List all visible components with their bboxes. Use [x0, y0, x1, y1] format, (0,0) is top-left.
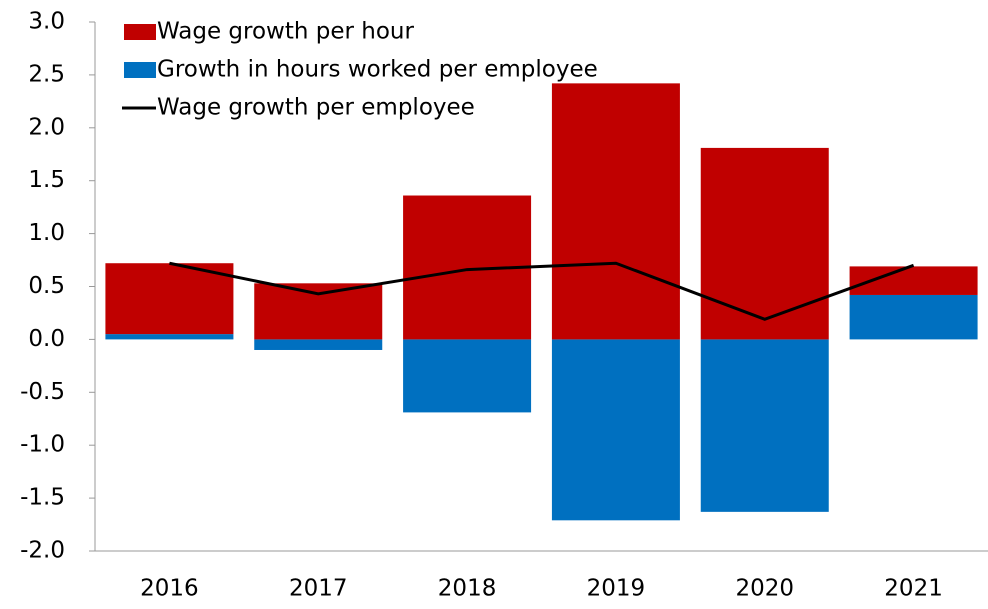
line: [169, 261, 915, 321]
x-tick-label: 2020: [735, 576, 794, 602]
x-tick-label: 2021: [884, 576, 943, 602]
bar: [849, 294, 978, 340]
bar: [551, 339, 680, 521]
bar: [105, 334, 234, 340]
bar: [254, 283, 383, 340]
legend-label: Wage growth per employee: [157, 95, 475, 121]
y-tick-label: 0.0: [28, 326, 65, 352]
legend-label: Wage growth per hour: [157, 19, 415, 45]
y-tick-label: -1.5: [20, 485, 65, 511]
y-tick-label: 2.0: [28, 114, 65, 140]
y-tick-label: -0.5: [20, 379, 65, 405]
y-tick-label: 3.0: [28, 9, 65, 35]
legend-swatch: [124, 24, 156, 40]
bar: [700, 147, 829, 340]
y-tick-label: 1.0: [28, 220, 65, 246]
y-tick-label: -1.0: [20, 432, 65, 458]
bar: [105, 263, 234, 335]
y-tick-label: 2.5: [28, 61, 65, 87]
x-tick-label: 2017: [289, 576, 348, 602]
bar: [700, 339, 829, 512]
bar: [254, 339, 383, 350]
legend-label: Growth in hours worked per employee: [157, 57, 598, 83]
y-tick-label: -2.0: [20, 538, 65, 564]
y-tick-label: 1.5: [28, 167, 65, 193]
y-tick-label: 0.5: [28, 273, 65, 299]
legend-swatch: [124, 62, 156, 78]
x-tick-label: 2016: [140, 576, 199, 602]
x-tick-label: 2019: [587, 576, 646, 602]
bar: [551, 83, 680, 340]
x-tick-label: 2018: [438, 576, 497, 602]
bar: [403, 339, 532, 413]
